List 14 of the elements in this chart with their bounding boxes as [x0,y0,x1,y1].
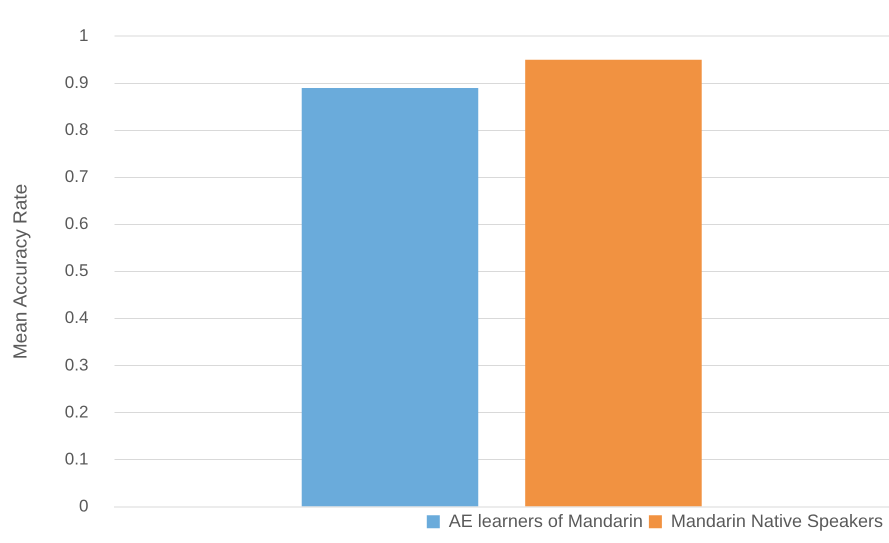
y-tick-label: 0.9 [64,72,88,92]
y-tick-label: 0.5 [64,261,88,280]
y-tick-label: 0.8 [64,120,88,140]
y-tick-label: 1 [78,26,88,45]
y-tick-label: 0.3 [64,355,88,374]
y-tick-label: 0 [78,496,88,516]
y-tick-label: 0.7 [64,167,88,186]
y-tick-label: 0.4 [64,308,88,328]
y-axis-title: Mean Accuracy Rate [10,184,32,360]
legend-label: Mandarin Native Speakers [670,510,884,531]
y-tick-label: 0.2 [64,402,88,422]
y-tick-label: 0.6 [64,214,88,234]
y-tick-label: 0.1 [64,449,88,468]
legend-label: AE learners of Mandarin [448,510,643,531]
